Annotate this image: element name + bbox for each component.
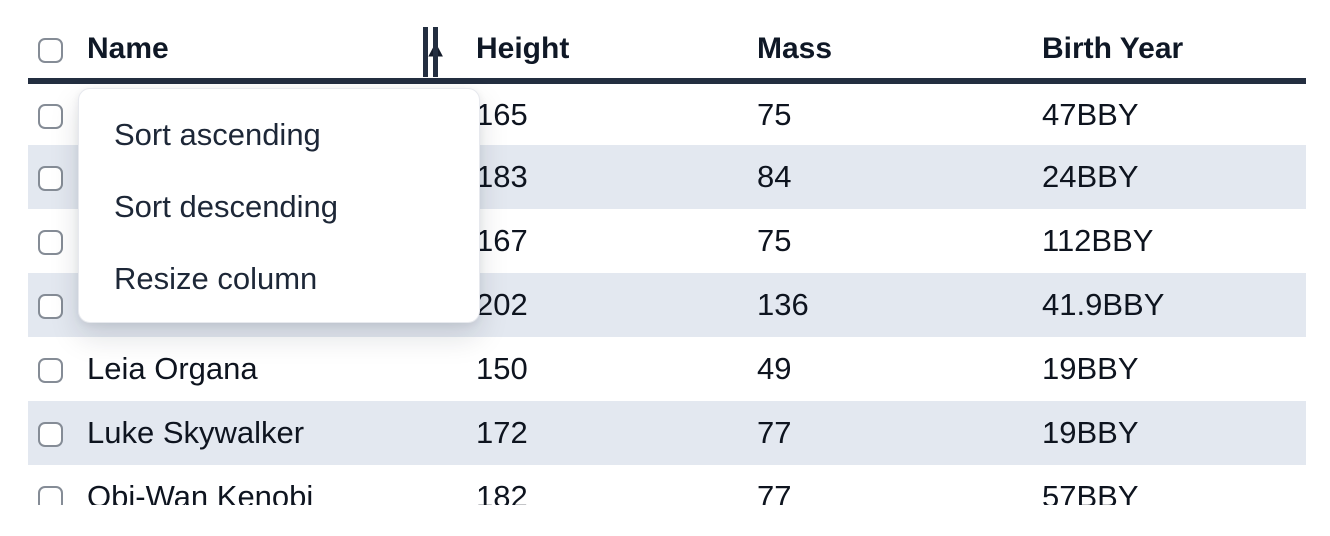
cell-height: 165 xyxy=(476,96,528,132)
cell-height: 183 xyxy=(464,145,745,209)
row-checkbox[interactable] xyxy=(38,166,63,192)
column-header-birth-year-label: Birth Year xyxy=(1042,32,1184,65)
cell-height: 202 xyxy=(464,273,745,337)
cell-name: Leia Organa xyxy=(87,351,258,386)
menu-item-sort-descending[interactable]: Sort descending xyxy=(114,189,339,224)
menu-item-resize-column[interactable]: Resize column xyxy=(114,261,318,296)
cell-height: 172 xyxy=(464,401,745,465)
column-header-height-label: Height xyxy=(476,32,570,65)
cell-mass: 77 xyxy=(757,479,792,505)
cell-mass: 84 xyxy=(745,145,1030,209)
table-row: Luke Skywalker 172 77 19BBY xyxy=(28,401,1306,465)
cell-mass: 75 xyxy=(757,96,792,132)
row-checkbox[interactable] xyxy=(38,486,63,505)
table-row: 167 75 112BBY xyxy=(28,209,1306,273)
table-row: 165 75 47BBY xyxy=(28,81,1306,145)
table-row: Leia Organa 150 49 19BBY xyxy=(28,337,1306,401)
table-viewport: Name ▲ Height Mass Birth Year xyxy=(28,0,1306,505)
row-checkbox[interactable] xyxy=(38,422,63,448)
cell-mass: 77 xyxy=(745,401,1030,465)
row-checkbox[interactable] xyxy=(38,294,63,320)
row-checkbox[interactable] xyxy=(38,358,63,384)
column-header-height[interactable]: Height xyxy=(464,0,745,84)
column-header-name[interactable]: Name ▲ xyxy=(75,0,464,84)
column-header-mass[interactable]: Mass xyxy=(745,0,1030,84)
header-row: Name ▲ Height Mass Birth Year xyxy=(28,0,1306,84)
cell-mass: 75 xyxy=(757,223,792,258)
cell-birth-year: 24BBY xyxy=(1030,145,1306,209)
cell-height: 150 xyxy=(476,351,528,386)
menu-item-sort-ascending[interactable]: Sort ascending xyxy=(114,117,321,152)
column-header-birth-year[interactable]: Birth Year xyxy=(1030,0,1306,84)
select-all-checkbox[interactable] xyxy=(38,37,63,63)
cell-mass: 136 xyxy=(745,273,1030,337)
cell-birth-year: 19BBY xyxy=(1030,401,1306,465)
cell-birth-year: 19BBY xyxy=(1042,351,1139,386)
column-header-name-label: Name xyxy=(87,32,169,65)
column-options-menu: Sort ascending Sort descending Resize co… xyxy=(78,88,480,323)
row-checkbox[interactable] xyxy=(38,230,63,256)
select-all-header-cell xyxy=(28,0,75,84)
cell-birth-year: 112BBY xyxy=(1042,223,1154,258)
column-resize-handle[interactable] xyxy=(423,27,438,77)
cell-name: Luke Skywalker xyxy=(75,401,464,465)
cell-birth-year: 57BBY xyxy=(1042,479,1139,505)
cell-height: 182 xyxy=(476,479,528,505)
row-checkbox[interactable] xyxy=(38,103,63,129)
cell-mass: 49 xyxy=(757,351,792,386)
cell-birth-year: 47BBY xyxy=(1042,96,1139,132)
cell-height: 167 xyxy=(476,223,528,258)
cell-name: Obi-Wan Kenobi xyxy=(87,479,314,505)
column-header-mass-label: Mass xyxy=(757,32,833,65)
table-row: Obi-Wan Kenobi 182 77 57BBY xyxy=(28,465,1306,505)
cell-birth-year: 41.9BBY xyxy=(1030,273,1306,337)
characters-table: Name ▲ Height Mass Birth Year xyxy=(28,0,1306,505)
